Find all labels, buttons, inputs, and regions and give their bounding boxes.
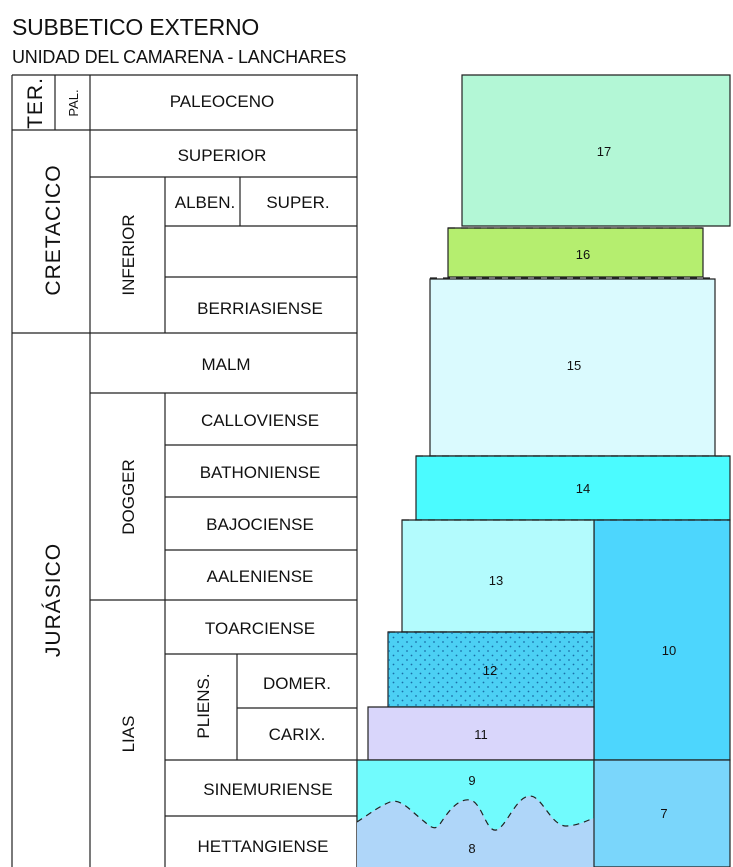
- unit-8-contact: [356, 795, 595, 831]
- unit-10-label: 10: [662, 643, 676, 658]
- super-label: SUPER.: [266, 193, 329, 212]
- inferior-label: INFERIOR: [119, 214, 138, 295]
- unit-17-label: 17: [597, 144, 611, 159]
- unit-8-block: [357, 796, 594, 867]
- unit-7-label: 7: [660, 806, 667, 821]
- bathoniense-label: BATHONIENSE: [200, 463, 321, 482]
- dashed-contacts: [388, 227, 730, 633]
- unit-11-label: 11: [474, 727, 488, 742]
- bajociense-label: BAJOCIENSE: [206, 515, 314, 534]
- berriasiense-label: BERRIASIENSE: [197, 299, 323, 318]
- alben-label: ALBEN.: [175, 193, 235, 212]
- sinemuriense-label: SINEMURIENSE: [203, 780, 332, 799]
- jurasico-label: JURÁSICO: [42, 543, 65, 657]
- units-column: [356, 74, 731, 867]
- unit-10-block: [593, 519, 731, 761]
- ter-label: TER.: [24, 77, 47, 129]
- paleoceno-label: PALEOCENO: [170, 92, 275, 111]
- toarciense-label: TOARCIENSE: [205, 619, 315, 638]
- malm-label: MALM: [201, 355, 250, 374]
- unit-7-block: [593, 759, 731, 867]
- diagram-subtitle: UNIDAD DEL CAMARENA - LANCHARES: [12, 47, 347, 67]
- aaleniense-label: AALENIENSE: [207, 567, 314, 586]
- calloviense-label: CALLOVIENSE: [201, 411, 319, 430]
- carix-label: CARIX.: [269, 725, 326, 744]
- unit-12-label: 12: [483, 663, 497, 678]
- diagram-title: SUBBETICO EXTERNO: [12, 14, 260, 40]
- unit-13-label: 13: [489, 573, 503, 588]
- domer-label: DOMER.: [263, 674, 331, 693]
- unit-15-label: 15: [567, 358, 581, 373]
- unit-14-block: [415, 455, 731, 521]
- chrono-table: [11, 74, 358, 867]
- unit-14-label: 14: [576, 481, 590, 496]
- unit-12-dot-pattern: [388, 632, 594, 707]
- pliens-label: PLIENS.: [194, 673, 213, 738]
- superior-label: SUPERIOR: [178, 146, 267, 165]
- unit-17-block: [461, 74, 731, 227]
- pal-label: PAL.: [66, 89, 81, 116]
- unit-9-label: 9: [468, 773, 475, 788]
- dogger-label: DOGGER: [119, 459, 138, 535]
- cretacico-label: CRETACICO: [42, 164, 65, 295]
- hettangiense-label: HETTANGIENSE: [198, 837, 329, 856]
- unit-8-label: 8: [468, 841, 475, 856]
- unit-16-label: 16: [576, 247, 590, 262]
- lias-label: LIAS: [119, 716, 138, 753]
